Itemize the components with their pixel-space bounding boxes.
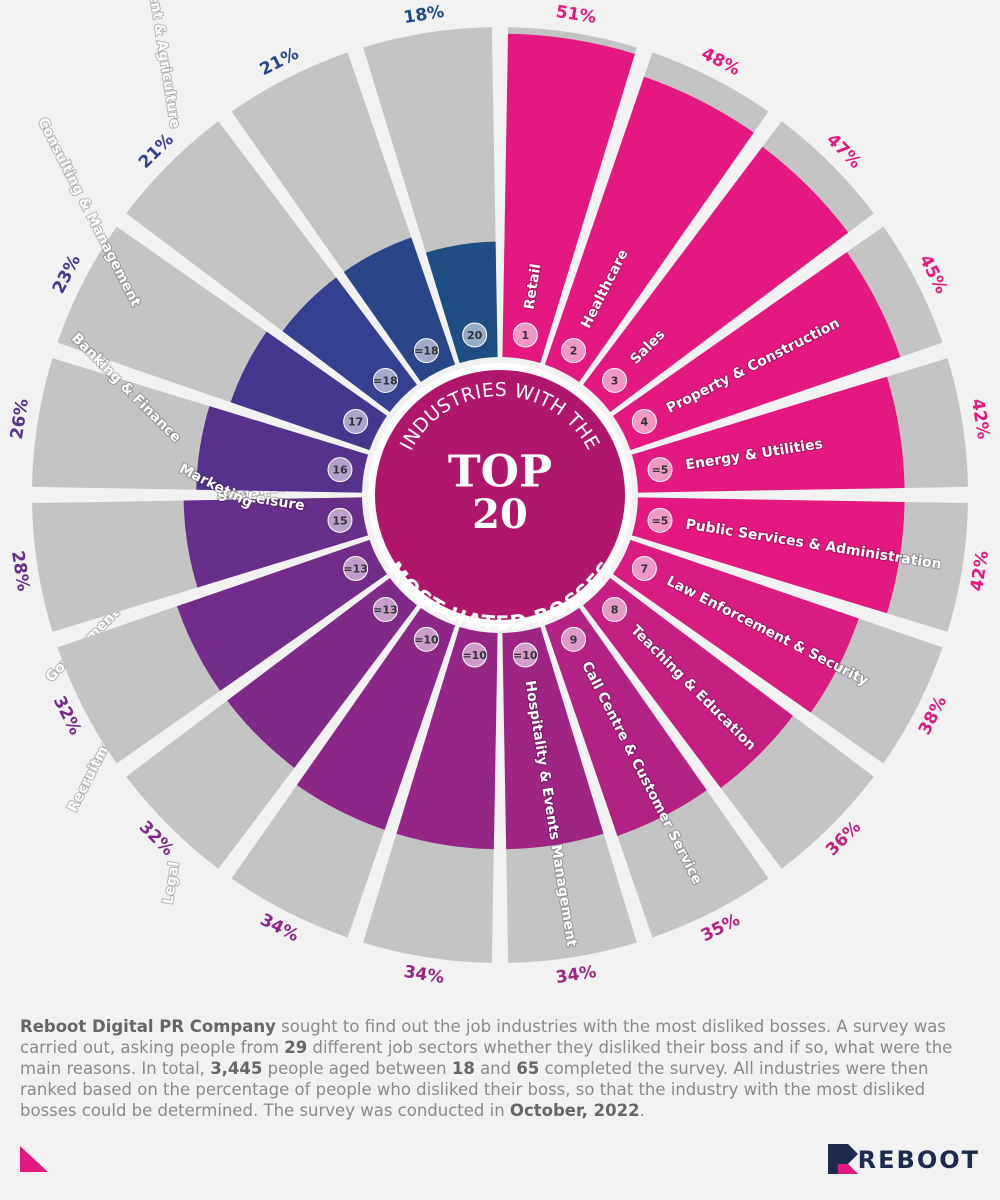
footnote-part: Reboot Digital PR Company [20, 1017, 276, 1036]
bar [613, 252, 901, 451]
bar [177, 539, 387, 691]
rank-badge [343, 556, 369, 582]
rank-badge [462, 322, 488, 348]
rank-badge [647, 457, 673, 483]
rank-label: 8 [611, 604, 619, 617]
footnote-part: people aged between [262, 1059, 452, 1078]
rank-badge [602, 367, 628, 393]
rank-label: =13 [343, 563, 368, 576]
footnote: Reboot Digital PR Company sought to find… [20, 1016, 982, 1121]
rank-badge [343, 408, 369, 434]
rank-badge [413, 626, 439, 652]
rank-label: =13 [373, 604, 398, 617]
rank-badge [631, 408, 657, 434]
bar [196, 406, 369, 493]
logo-accent [838, 1164, 858, 1174]
bar [631, 497, 905, 614]
footnote-part: and [474, 1059, 517, 1078]
rank-label: =18 [373, 374, 398, 387]
rank-badge [372, 597, 398, 623]
rank-badge [372, 367, 398, 393]
rank-badge [327, 507, 353, 533]
bar [544, 76, 754, 382]
center-title-main: TOP [448, 447, 552, 498]
value-label: 18% [402, 2, 445, 28]
footnote-part: 3,445 [210, 1059, 263, 1078]
value-label: 42% [967, 549, 993, 592]
bar [502, 33, 635, 364]
rank-badge [512, 642, 538, 668]
corner-triangle [20, 1146, 48, 1172]
rank-label: 15 [332, 514, 347, 527]
value-label: 34% [554, 962, 597, 988]
rank-badge [327, 457, 353, 483]
footnote-part: . [639, 1101, 645, 1120]
rank-label: 17 [348, 415, 363, 428]
rank-badge [602, 597, 628, 623]
rank-label: 20 [467, 329, 483, 342]
category-label: Legal [160, 861, 182, 906]
rank-label: 2 [570, 345, 578, 358]
chart: 1Retail51%2Healthcare48%3Sales47%4Proper… [7, 0, 993, 988]
value-label: 34% [402, 962, 445, 988]
rank-badge [512, 322, 538, 348]
wedges: 1Retail51%2Healthcare48%3Sales47%4Proper… [7, 0, 993, 988]
bar [631, 376, 905, 493]
bar [583, 578, 793, 788]
rank-label: 16 [332, 464, 348, 477]
rank-badge [561, 338, 587, 364]
bar [396, 626, 498, 850]
value-label: 28% [7, 549, 33, 592]
rank-label: 7 [641, 563, 649, 576]
footnote-part: 29 [284, 1038, 308, 1057]
brand: REBOOT [857, 1146, 980, 1174]
rank-label: =10 [462, 649, 487, 662]
value-label: 42% [967, 397, 993, 440]
rank-badge [561, 626, 587, 652]
bar [296, 608, 456, 830]
bar [583, 146, 849, 412]
rank-label: 9 [570, 633, 578, 646]
rank-label: =10 [513, 649, 538, 662]
value-label: 26% [7, 397, 33, 440]
rank-label: 4 [641, 415, 649, 428]
rank-badge [462, 642, 488, 668]
center-disc [375, 370, 625, 620]
bar [183, 497, 369, 588]
bar [544, 608, 707, 836]
category-label: Environment & Agriculture [134, 0, 183, 129]
rank-label: =10 [414, 633, 439, 646]
bar [613, 539, 859, 713]
rank-label: =18 [414, 345, 439, 358]
logo-icon [828, 1144, 858, 1174]
rank-label: 3 [611, 374, 619, 387]
bar [502, 626, 604, 850]
rank-badge [647, 507, 673, 533]
footnote-part: 18 [451, 1059, 475, 1078]
footnote-part: completed the survey. All industries wer… [20, 1059, 929, 1120]
footnote-part: 65 [516, 1059, 540, 1078]
footnote-part: sought to find out the job industries wi… [20, 1017, 946, 1057]
rank-badge [631, 556, 657, 582]
footnote-part: October, 2022 [509, 1101, 640, 1120]
value-label: 51% [554, 2, 597, 28]
rank-label: 1 [522, 329, 530, 342]
rank-label: =5 [652, 464, 669, 477]
bar [227, 578, 417, 768]
footnote-part: different job sectors whether they disli… [20, 1038, 953, 1078]
center-title-number: 20 [472, 491, 528, 538]
rank-badge [413, 338, 439, 364]
rank-label: =5 [652, 514, 669, 527]
corner-mark [20, 1146, 48, 1172]
